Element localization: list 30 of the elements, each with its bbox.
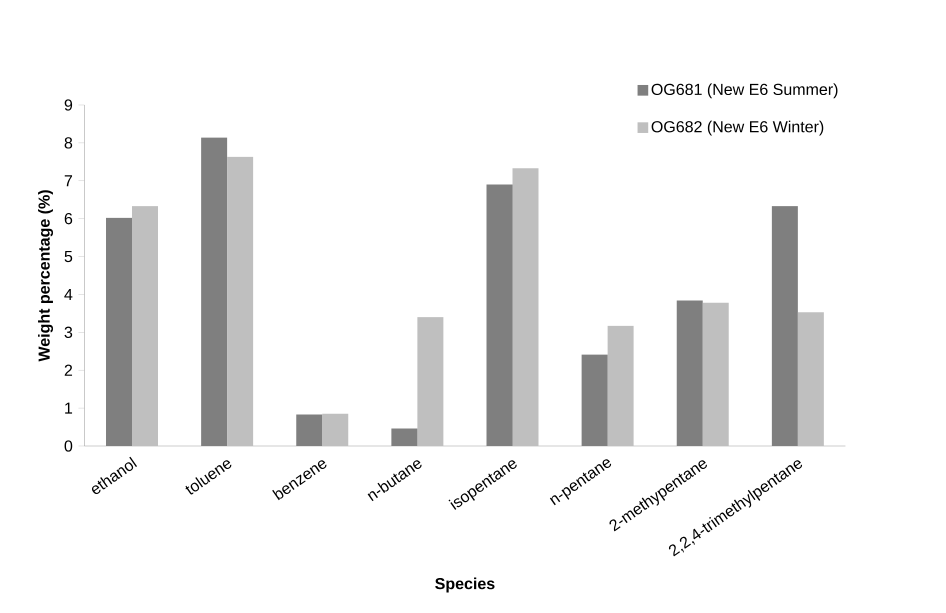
y-tick-label: 5 — [64, 250, 72, 262]
bar — [106, 218, 132, 446]
y-tick-label: 9 — [64, 99, 72, 111]
bar — [391, 428, 418, 446]
bar — [702, 302, 729, 446]
y-axis-title: Weight percentage (%) — [38, 190, 54, 362]
y-tick-label: 1 — [65, 402, 72, 414]
bar — [201, 138, 228, 446]
legend-label: OG681 (New E6 Summer) — [652, 83, 838, 98]
y-tick-label: 2 — [64, 364, 72, 376]
bar — [676, 300, 703, 446]
legend-label: OG682 (New E6 Winter) — [652, 120, 824, 136]
bar — [227, 156, 254, 446]
bar — [772, 206, 798, 446]
bar — [417, 317, 444, 446]
x-axis-title: Species — [435, 578, 495, 592]
bar — [132, 206, 158, 446]
bar — [322, 414, 348, 446]
y-tick-label: 0 — [64, 440, 72, 452]
y-tick-label: 6 — [64, 213, 72, 224]
bar — [296, 414, 322, 446]
bar — [582, 354, 608, 446]
bar — [608, 326, 634, 446]
y-tick-label: 8 — [64, 137, 72, 149]
bar — [798, 312, 824, 446]
bar — [486, 184, 512, 446]
y-tick-label: 4 — [64, 288, 72, 300]
y-tick-label: 3 — [64, 326, 72, 338]
bar — [512, 168, 538, 446]
y-tick-label: 7 — [64, 175, 72, 186]
